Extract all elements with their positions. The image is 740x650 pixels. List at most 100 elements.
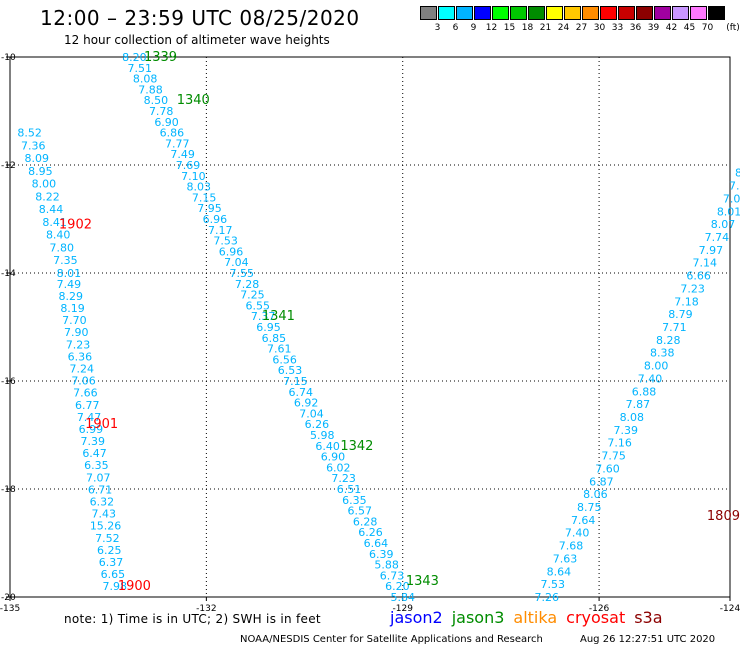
wave-height-value: 6.73 (380, 569, 405, 582)
scale-swatch (564, 6, 581, 20)
scale-swatch (672, 6, 689, 20)
wave-height-value: 7.24 (69, 362, 94, 375)
wave-height-value: 6.26 (305, 418, 330, 431)
wave-height-value: 6.77 (75, 399, 100, 412)
wave-height-value: 7.37 (251, 310, 276, 323)
wave-height-value: 6.99 (79, 423, 104, 436)
wave-height-value: 7.61 (267, 343, 292, 356)
pass-time-label: 1900 (118, 579, 151, 594)
wave-height-value: 7.39 (80, 435, 105, 448)
wave-height-value: 8.44 (39, 203, 64, 216)
wave-height-value: 6.90 (154, 116, 179, 129)
satellite-legend-item: cryosat (566, 608, 626, 627)
wave-height-value: 7.80 (50, 241, 75, 254)
scale-swatch (474, 6, 491, 20)
y-tick-label: -12 (1, 161, 16, 171)
y-tick-label: -16 (1, 377, 16, 387)
wave-height-value: 7.53 (541, 578, 566, 591)
pass-time-label: 1340 (177, 93, 210, 108)
wave-height-value: 6.95 (256, 321, 281, 334)
scale-label: 33 (611, 23, 624, 33)
wave-height-value: 7.60 (595, 462, 620, 475)
y-tick-label: -20 (1, 593, 16, 603)
wave-height-value: 7.69 (176, 159, 201, 172)
generation-timestamp: Aug 26 12:27:51 UTC 2020 (580, 634, 716, 645)
wave-height-value: 8.64 (547, 565, 572, 578)
wave-height-value: 7.23 (680, 282, 705, 295)
scale-label: 45 (683, 23, 696, 33)
wave-height-value: 8.20 (122, 51, 147, 64)
wave-height-value: 7.39 (613, 424, 638, 437)
scale-swatch (510, 6, 527, 20)
scale-label: 24 (557, 23, 570, 33)
wave-height-value: 6.37 (99, 556, 124, 569)
wave-height-value: 7.04 (299, 407, 324, 420)
wave-height-value: 8.00 (32, 178, 57, 191)
scale-swatch (618, 6, 635, 20)
wave-height-value: 7.26 (534, 591, 559, 604)
wave-height-value: 15.26 (90, 520, 122, 533)
wave-height-value: 7.06 (71, 375, 96, 388)
wave-height-value: 7.84 (729, 180, 740, 193)
wave-height-value: 8.50 (144, 94, 169, 107)
wave-height-value: 7.49 (57, 278, 82, 291)
wave-height-value: 8.08 (133, 73, 158, 86)
wave-height-value: 7.47 (77, 411, 102, 424)
wave-height-value: 7.98 (102, 580, 127, 593)
wave-height-value: 8.52 (17, 127, 42, 140)
pass-time-label: 1339 (144, 50, 177, 65)
pass-time-label: 1341 (262, 309, 295, 324)
wave-height-value: 7.25 (240, 289, 265, 302)
wave-height-value: 7.14 (693, 257, 718, 270)
wave-height-value: 8.06 (583, 488, 608, 501)
pass-time-label: 1343 (406, 574, 439, 589)
wave-height-value: 7.23 (66, 338, 91, 351)
scale-label: 21 (539, 23, 552, 33)
scale-label: 42 (665, 23, 678, 33)
wave-height-value: 8.01 (717, 205, 740, 218)
wave-height-value: 7.63 (553, 552, 578, 565)
wave-height-value: 6.64 (364, 537, 389, 550)
scale-swatch (528, 6, 545, 20)
wave-height-value: 8.19 (60, 302, 85, 315)
wave-height-value: 8.28 (656, 334, 681, 347)
plot-frame (9, 56, 731, 598)
wave-height-value: 8.03 (187, 181, 212, 194)
scale-label: 15 (503, 23, 516, 33)
wave-height-value: 7.36 (21, 139, 46, 152)
wave-height-value: 7.40 (638, 372, 663, 385)
scale-swatch (546, 6, 563, 20)
wave-height-value: 6.57 (348, 505, 373, 518)
scale-swatch (654, 6, 671, 20)
wave-height-value: 6.87 (589, 475, 614, 488)
scale-swatch (438, 6, 455, 20)
wave-height-value: 6.85 (262, 332, 287, 345)
wave-height-value: 7.15 (192, 191, 217, 204)
wave-height-value: 6.66 (686, 270, 711, 283)
scale-label: 6 (452, 23, 459, 33)
wave-height-value: 7.95 (197, 202, 222, 215)
wave-height-value: 8.08 (620, 411, 645, 424)
satellite-legend: jason2 jason3 altika cryosat s3a (390, 608, 672, 627)
wave-height-value: 7.18 (674, 295, 699, 308)
wave-height-value: 6.65 (101, 568, 126, 581)
wave-height-value: 5.88 (374, 559, 399, 572)
chart-subtitle: 12 hour collection of altimeter wave hei… (64, 33, 330, 47)
y-tick-label: -10 (1, 53, 16, 63)
wave-height-value: 6.51 (337, 483, 362, 496)
wave-height-value: 8.00 (644, 360, 669, 373)
wave-height-value: 7.78 (149, 105, 174, 118)
wave-height-value: 6.40 (315, 440, 340, 453)
x-tick-label: -124 (720, 604, 740, 614)
wave-height-value: 8.28 (735, 167, 740, 180)
wave-height-value: 8.79 (668, 308, 693, 321)
y-tick-label: -14 (1, 269, 16, 279)
wave-height-value: 7.35 (53, 254, 78, 267)
wave-height-value: 7.04 (224, 256, 249, 269)
x-tick-label: -132 (196, 604, 216, 614)
wave-height-value: 6.71 (88, 483, 113, 496)
units-note: note: 1) Time is in UTC; 2) SWH is in fe… (64, 612, 321, 626)
wave-height-value: 7.74 (705, 231, 730, 244)
scale-label: 9 (470, 23, 477, 33)
wave-height-value: 6.55 (246, 299, 271, 312)
